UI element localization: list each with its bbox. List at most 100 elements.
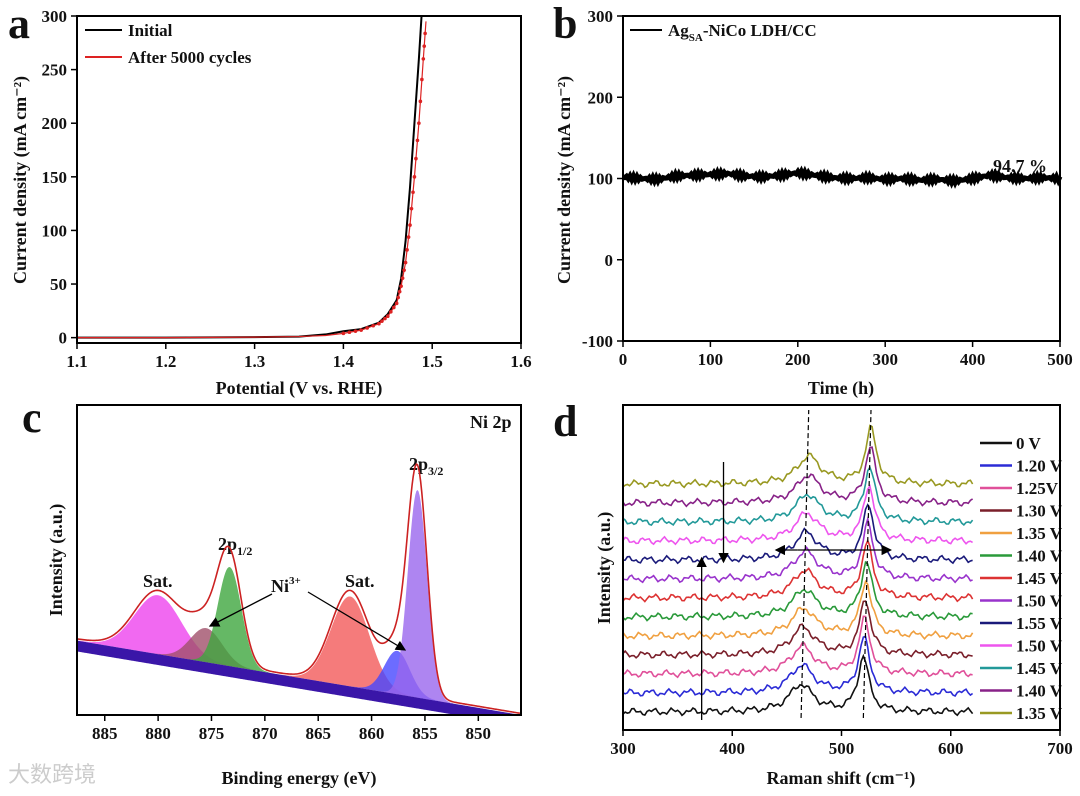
panel-letter-d: d — [553, 397, 577, 446]
d-xtick-label: 700 — [1047, 739, 1073, 758]
a-after-point — [365, 326, 369, 330]
a-xtick-label: 1.5 — [422, 352, 443, 371]
a-after-point — [392, 305, 396, 310]
d-xtick-label: 300 — [610, 739, 636, 758]
d-legend-label: 1.40 V — [1016, 547, 1063, 566]
panel-letter-c: c — [22, 393, 42, 442]
c-xtick-label: 880 — [145, 724, 171, 743]
d-legend-label: 1.45 V — [1016, 659, 1063, 678]
d-dashed-guide-1 — [800, 409, 810, 719]
b-ylabel: Current density (mA cm⁻²) — [554, 76, 575, 284]
b-xtick-label: 300 — [872, 350, 898, 369]
a-ytick-label: 250 — [42, 61, 68, 80]
c-xtick-label: 860 — [359, 724, 385, 743]
d-legend-label: 1.50 V — [1016, 637, 1063, 656]
d-spectrum — [622, 600, 973, 660]
a-after-point — [371, 323, 376, 328]
a-ytick-label: 100 — [42, 221, 68, 240]
c-plot-frame — [76, 404, 522, 716]
a-ytick-label: 300 — [42, 7, 68, 26]
d-legend-label: 1.20 V — [1016, 457, 1063, 476]
d-spectrum — [622, 538, 974, 603]
d-spectrum — [622, 515, 973, 584]
a-after-point — [411, 190, 415, 195]
a-after-point — [421, 57, 426, 61]
d-legend-label: 1.50 V — [1016, 592, 1063, 611]
d-dashed-guide-2 — [862, 409, 872, 719]
d-legend-label: 0 V — [1016, 434, 1041, 453]
b-xtick-label: 0 — [619, 350, 628, 369]
d-legend-label: 1.30 V — [1016, 502, 1063, 521]
b-legend-rest: -NiCo LDH/CC — [703, 21, 817, 40]
c-xtick-label: 865 — [305, 724, 331, 743]
c-2p12-main: 2p — [218, 534, 237, 554]
a-after-point — [399, 284, 403, 288]
b-xtick-label: 400 — [960, 350, 986, 369]
d-legend-label: 1.40 V — [1016, 682, 1063, 701]
d-xtick-label: 400 — [720, 739, 746, 758]
a-after-point — [412, 175, 417, 179]
a-after-point — [417, 121, 421, 126]
c-xtick-label: 850 — [466, 724, 492, 743]
c-component-1 — [77, 628, 520, 715]
c-sat-label-2: Sat. — [345, 571, 375, 591]
d-xtick-label: 500 — [829, 739, 855, 758]
a-after-point — [389, 310, 393, 314]
c-ni3-sup: 3+ — [289, 575, 301, 587]
d-xlabel: Raman shift (cm⁻¹) — [767, 768, 916, 789]
a-after-point — [341, 331, 346, 336]
a-xtick-label: 1.1 — [66, 352, 87, 371]
d-spectrum — [622, 424, 974, 489]
b-xtick-label: 500 — [1047, 350, 1073, 369]
d-legend-label: 1.45 V — [1016, 569, 1063, 588]
a-after-point — [408, 223, 412, 227]
d-spectrum — [622, 465, 974, 527]
c-2p12-sub: 1/2 — [237, 544, 252, 558]
c-ni3-main: Ni — [271, 576, 289, 596]
a-xtick-label: 1.6 — [510, 352, 531, 371]
a-legend-after: After 5000 cycles — [128, 48, 252, 67]
b-ytick-label: -100 — [582, 332, 613, 351]
d-spectrum — [622, 560, 973, 622]
b-legend-sub: SA — [689, 32, 703, 44]
c-2p32-sub: 3/2 — [428, 464, 443, 478]
a-xlabel: Potential (V vs. RHE) — [216, 378, 383, 399]
a-after-point — [415, 138, 420, 143]
b-series-stability — [622, 165, 1063, 189]
a-ytick-label: 150 — [42, 168, 68, 187]
a-after-point — [353, 329, 358, 333]
d-spectrum — [622, 615, 973, 679]
d-legend-label: 1.25V — [1016, 479, 1059, 498]
c-2p12-label: 2p1/2 — [218, 534, 252, 558]
c-sat-label-1: Sat. — [143, 571, 173, 591]
a-plot-frame — [76, 15, 522, 344]
b-ytick-label: 0 — [605, 251, 614, 270]
b-xtick-label: 200 — [785, 350, 811, 369]
c-component-5 — [77, 489, 520, 715]
a-after-point — [403, 260, 408, 265]
c-ni3-label: Ni3+ — [271, 575, 301, 596]
b-xlabel: Time (h) — [808, 378, 874, 399]
a-after-point — [396, 295, 400, 300]
a-ytick-label: 50 — [50, 275, 67, 294]
c-envelope — [76, 463, 521, 715]
b-xtick-label: 100 — [698, 350, 724, 369]
a-after-point — [380, 319, 384, 323]
b-retention-label: 94.7 % — [993, 156, 1047, 176]
d-spectrum — [622, 635, 974, 698]
a-xtick-label: 1.2 — [155, 352, 176, 371]
watermark: 大数跨境 — [8, 763, 96, 788]
a-ylabel: Current density (mA cm⁻²) — [10, 76, 31, 284]
c-xlabel: Binding energy (eV) — [222, 768, 377, 789]
a-after-point — [409, 206, 414, 211]
panel-letter-b: b — [553, 0, 577, 48]
a-after-point — [414, 156, 418, 161]
a-after-point — [347, 330, 352, 335]
d-legend-label: 1.55 V — [1016, 614, 1063, 633]
a-after-point — [377, 321, 381, 326]
b-ytick-label: 200 — [588, 88, 614, 107]
b-legend-label: AgSA-NiCo LDH/CC — [668, 21, 817, 44]
a-after-point — [423, 31, 427, 36]
c-xtick-label: 875 — [199, 724, 225, 743]
